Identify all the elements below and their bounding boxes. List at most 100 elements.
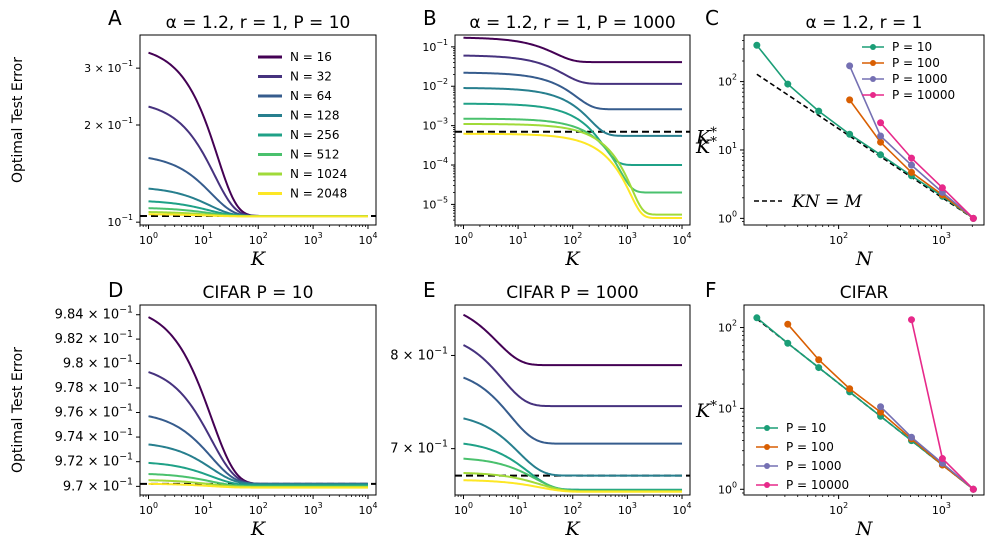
y-tick-label: 10−1 [422, 38, 448, 54]
legend-entry: N = 512 [290, 148, 340, 162]
x-tick-label: 101 [194, 231, 213, 247]
series-line-n16 [148, 316, 368, 485]
x-axis-label: N [855, 248, 874, 270]
x-tick-label: 101 [509, 501, 528, 517]
y-tick-label: 100 [718, 480, 737, 496]
data-point [753, 41, 761, 49]
data-point [969, 214, 977, 222]
panel-c: 102 103 100 101 102 N K* α = 1.2, r = 1 C P = 10 P… [695, 6, 985, 270]
panel-title: α = 1.2, r = 1, P = 1000 [469, 13, 675, 33]
data-point [815, 356, 823, 364]
series-line-n128 [463, 87, 683, 137]
panel-label: C [705, 6, 719, 30]
x-tick-label: 102 [249, 501, 268, 517]
axes-frame-c [743, 34, 985, 226]
data-point [784, 80, 792, 88]
series-line-n2048 [463, 132, 683, 220]
y-tick-label: 10−3 [422, 117, 448, 133]
legend-entry-reference: KN = M [791, 192, 863, 212]
x-tick-label: 104 [358, 501, 377, 517]
series-line-n32 [463, 344, 683, 408]
hline-label: K* [695, 126, 717, 149]
y-axis-label-bottom: Optimal Test Error [10, 347, 26, 473]
y-tick-label: 9.7 × 10−1 [63, 476, 133, 494]
x-tick-label: 103 [618, 501, 637, 517]
y-tick-label: 8 × 10−1 [390, 345, 448, 363]
panel-title: CIFAR [840, 283, 889, 303]
y-tick-label: 100 [718, 209, 737, 225]
x-tick-label: 103 [618, 231, 637, 247]
legend-marker [764, 444, 770, 450]
data-point [877, 119, 885, 127]
x-tick-label: 102 [829, 231, 848, 247]
data-point [846, 385, 854, 393]
legend-entry: N = 128 [290, 109, 340, 123]
panel-e: 100 101 102 103 104 7 × 10−1 8 × 10−1 K CIFAR P … [390, 278, 691, 540]
legend-entry: P = 10000 [892, 88, 955, 102]
data-point [815, 364, 823, 372]
x-tick-label: 100 [454, 231, 473, 247]
x-tick-label: 100 [139, 231, 158, 247]
legend-entry: P = 10000 [786, 478, 849, 492]
y-axis-label: K* [695, 399, 717, 422]
x-axis-label: N [855, 518, 874, 540]
legend-marker [764, 425, 770, 431]
data-point [784, 339, 792, 347]
data-point [877, 403, 885, 411]
y-tick-label: 10−1 [107, 213, 133, 229]
legend-entry: N = 64 [290, 89, 332, 103]
x-axis-label: K [564, 518, 581, 540]
series-line-n128 [148, 443, 368, 485]
legend-marker [764, 482, 770, 488]
y-tick-label: 10−5 [422, 195, 448, 211]
data-point [877, 138, 885, 146]
y-tick-label: 101 [718, 399, 737, 415]
y-tick-label: 10−2 [422, 77, 448, 93]
data-point [907, 161, 915, 169]
y-tick-label: 102 [718, 73, 737, 89]
y-axis-label-top: Optimal Test Error [10, 57, 26, 183]
y-tick-label: 10−4 [422, 156, 448, 172]
panel-label: F [705, 278, 717, 302]
x-tick-label: 100 [454, 501, 473, 517]
series-line-n16 [463, 36, 683, 64]
x-tick-label: 103 [304, 231, 323, 247]
data-point [907, 433, 915, 441]
series-line-p10000 [879, 122, 974, 219]
data-point [753, 314, 761, 322]
x-tick-label: 101 [509, 231, 528, 247]
legend-marker [870, 60, 876, 66]
series-line-n2048 [148, 213, 368, 218]
data-point [784, 320, 792, 328]
series-line-n64 [463, 376, 683, 445]
data-point [907, 154, 915, 162]
y-tick-label: 9.78 × 10−1 [55, 378, 133, 396]
x-tick-label: 103 [304, 501, 323, 517]
series-line-p10 [756, 44, 974, 220]
x-tick-label: 102 [249, 231, 268, 247]
reference-line-kn-m [756, 73, 974, 220]
legend-entry: N = 32 [290, 70, 332, 84]
x-tick-label: 102 [829, 501, 848, 517]
panel-f: 102 103 100 101 102 N K* CIFAR F P = 10 P = 100 P =… [695, 278, 985, 540]
legend-entry: P = 100 [786, 440, 834, 454]
panel-label: A [108, 6, 122, 30]
y-tick-label: 9.72 × 10−1 [55, 452, 133, 470]
y-tick-label: 102 [718, 319, 737, 335]
series-line-p1000 [879, 406, 974, 490]
y-tick-label: 2 × 10−1 [84, 116, 133, 132]
panel-title: CIFAR P = 10 [203, 283, 314, 303]
legend-marker [870, 44, 876, 50]
x-axis-label: K [250, 248, 267, 270]
y-axis-label: K* [695, 135, 717, 158]
data-point [938, 184, 946, 192]
legend-entry: P = 1000 [786, 459, 841, 473]
panel-d: 100 101 102 103 104 9.7 × 10−1 9.72 × 10−1 9.74… [55, 278, 378, 540]
series-line-n64 [148, 415, 368, 485]
data-point [846, 130, 854, 138]
panel-title: α = 1.2, r = 1 [806, 13, 923, 33]
series-line-n256 [463, 102, 683, 167]
series-line-n16 [462, 313, 683, 367]
data-point [877, 132, 885, 140]
